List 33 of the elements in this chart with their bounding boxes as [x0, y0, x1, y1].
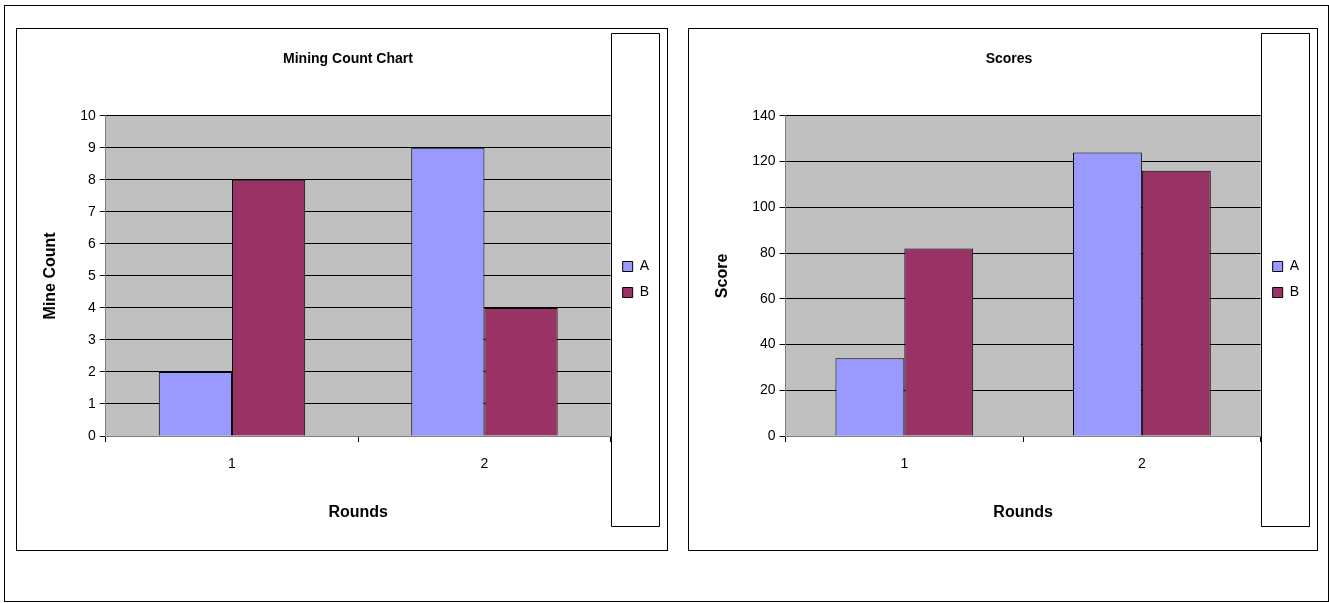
- legend-label: A: [1289, 257, 1300, 274]
- y-tick-label: 140: [752, 106, 776, 123]
- y-tick-label: 4: [87, 298, 96, 315]
- x-axis-title: Rounds: [328, 502, 389, 520]
- x-tick-label: 2: [480, 455, 489, 472]
- y-tick-label: 5: [87, 266, 96, 283]
- y-tick-label: 100: [752, 198, 776, 215]
- x-tick-label: 1: [228, 455, 237, 472]
- y-tick-label: 80: [759, 243, 776, 260]
- y-tick-label: 8: [87, 170, 96, 187]
- chart-title: Scores: [985, 50, 1033, 67]
- y-tick-label: 60: [759, 289, 776, 306]
- x-tick-label: 1: [900, 455, 909, 472]
- y-tick-label: 20: [759, 381, 776, 398]
- y-tick-label: 9: [87, 138, 96, 155]
- chart-title: Mining Count Chart: [283, 50, 414, 67]
- y-tick-label: 0: [767, 426, 776, 443]
- legend-label: B: [639, 283, 650, 300]
- x-axis-title: Rounds: [993, 502, 1053, 520]
- y-tick-label: 3: [87, 330, 96, 347]
- y-axis-title: Score: [713, 253, 731, 299]
- x-tick-label: 2: [1137, 455, 1146, 472]
- y-tick-label: 40: [759, 335, 776, 352]
- y-tick-label: 120: [752, 152, 776, 169]
- legend-label: B: [1289, 283, 1300, 300]
- y-tick-label: 10: [80, 106, 96, 123]
- y-tick-label: 0: [87, 426, 96, 443]
- y-tick-label: 2: [87, 362, 96, 379]
- legend-label: A: [639, 257, 650, 274]
- y-tick-label: 7: [87, 202, 96, 219]
- y-axis-title: Mine Count: [41, 231, 59, 320]
- y-tick-label: 1: [87, 394, 96, 411]
- y-tick-label: 6: [87, 234, 96, 251]
